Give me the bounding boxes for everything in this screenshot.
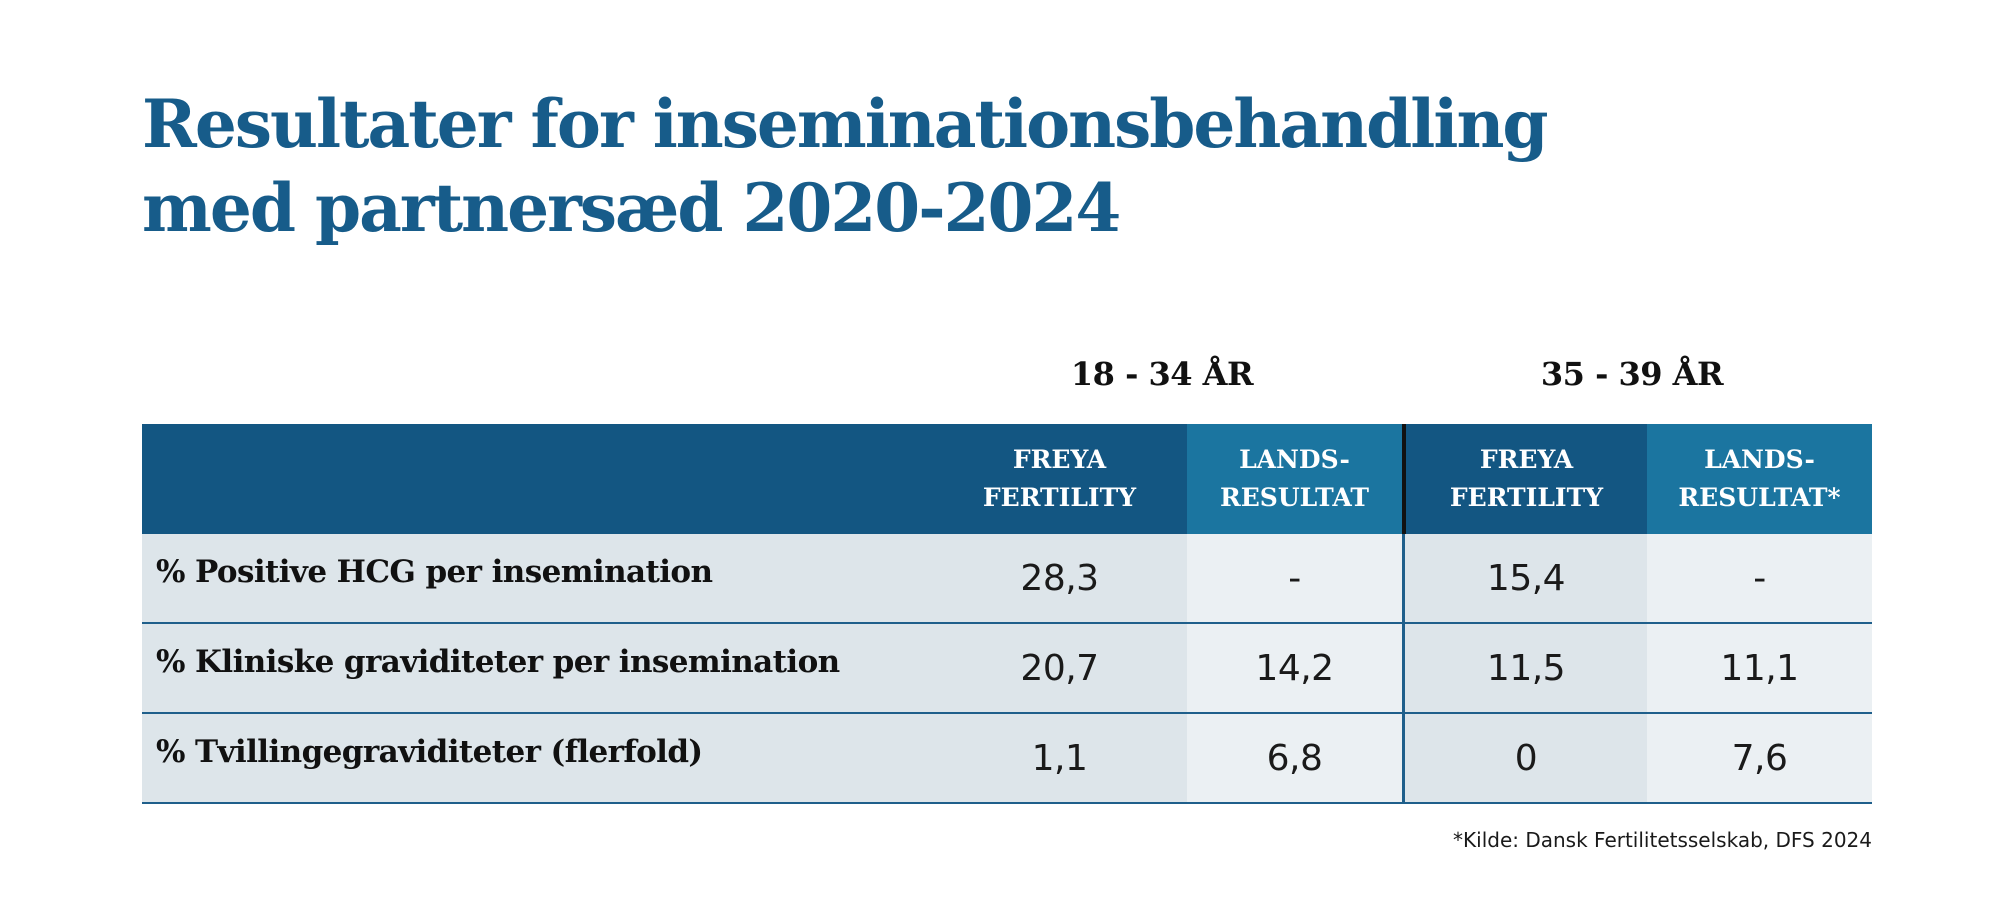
results-table: FREYA FERTILITY LANDS- RESULTAT FREYA FE… (142, 424, 1872, 804)
header-cell-label (142, 424, 932, 534)
cell-national-18-34: - (1187, 534, 1402, 622)
row-label: % Positive HCG per insemination (142, 534, 932, 622)
cell-national-35-39: 7,6 (1647, 714, 1872, 802)
row-label: % Kliniske graviditeter per insemination (142, 624, 932, 712)
row-label: % Tvillingegraviditeter (flerfold) (142, 714, 932, 802)
cell-national-18-34: 14,2 (1187, 624, 1402, 712)
age-group-18-34: 18 - 34 ÅR (1070, 355, 1254, 393)
cell-freya-35-39: 11,5 (1402, 624, 1647, 712)
cell-freya-18-34: 20,7 (932, 624, 1187, 712)
cell-freya-18-34: 28,3 (932, 534, 1187, 622)
table-row: % Positive HCG per insemination 28,3 - 1… (142, 534, 1872, 624)
cell-freya-18-34: 1,1 (932, 714, 1187, 802)
source-footnote: *Kilde: Dansk Fertilitetsselskab, DFS 20… (1453, 828, 1872, 852)
header-cell-freya-35-39: FREYA FERTILITY (1402, 424, 1647, 534)
page-title: Resultater for inseminationsbehandling m… (142, 85, 1549, 247)
table-row: % Tvillingegraviditeter (flerfold) 1,1 6… (142, 714, 1872, 804)
header-cell-national-18-34: LANDS- RESULTAT (1187, 424, 1402, 534)
cell-national-18-34: 6,8 (1187, 714, 1402, 802)
table-header-row: FREYA FERTILITY LANDS- RESULTAT FREYA FE… (142, 424, 1872, 534)
header-cell-national-35-39: LANDS- RESULTAT* (1647, 424, 1872, 534)
cell-freya-35-39: 0 (1402, 714, 1647, 802)
cell-national-35-39: 11,1 (1647, 624, 1872, 712)
age-group-35-39: 35 - 39 ÅR (1540, 355, 1724, 393)
header-cell-freya-18-34: FREYA FERTILITY (932, 424, 1187, 534)
cell-national-35-39: - (1647, 534, 1872, 622)
cell-freya-35-39: 15,4 (1402, 534, 1647, 622)
table-row: % Kliniske graviditeter per insemination… (142, 624, 1872, 714)
